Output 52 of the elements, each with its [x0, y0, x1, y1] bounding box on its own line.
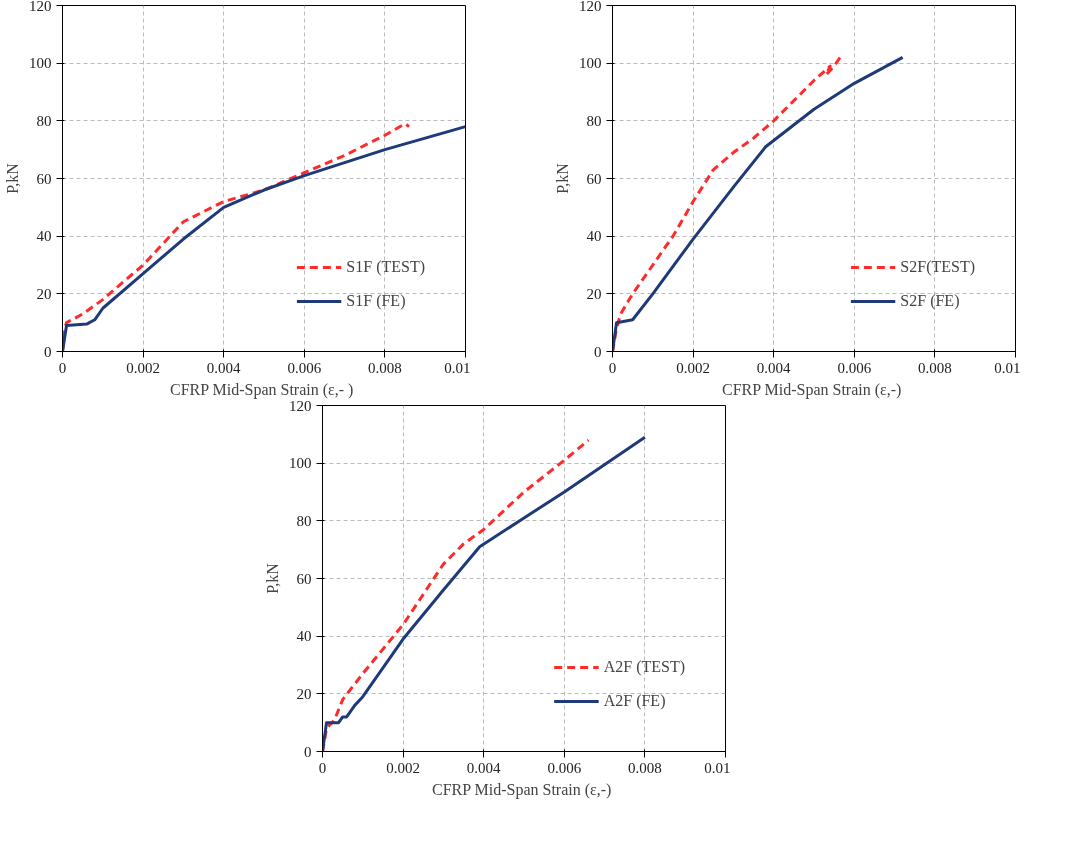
y-tick-label: 80	[296, 512, 312, 529]
x-tick-label: 0	[58, 359, 67, 376]
x-tick-label: 0.004	[756, 359, 792, 376]
x-tick-label: 0	[318, 759, 327, 776]
x-tick-label: 0.008	[368, 359, 402, 376]
y-tick-label: 40	[296, 628, 312, 645]
y-tick-label: 40	[586, 228, 602, 245]
y-axis-title: P,kN	[264, 562, 281, 594]
x-tick-label: 0	[608, 359, 617, 376]
y-tick-label: 120	[289, 397, 312, 414]
y-tick-label: 80	[36, 112, 52, 129]
y-axis-title: P,kN	[554, 162, 571, 194]
x-tick-label: 0.006	[547, 759, 582, 776]
x-tick-label: 0.01	[994, 359, 1021, 376]
x-axis-title: CFRP Mid-Span Strain (ε,-)	[721, 380, 902, 399]
x-tick-label: 0.002	[386, 759, 420, 776]
legend-label: S1F (TEST)	[346, 258, 425, 276]
legend-label: A2F (FE)	[603, 692, 666, 710]
y-tick-label: 120	[579, 0, 602, 14]
legend-label: S2F(TEST)	[900, 258, 975, 276]
x-tick-label: 0.01	[704, 759, 731, 776]
x-tick-label: 0.006	[287, 359, 322, 376]
legend-label: A2F (TEST)	[603, 658, 685, 676]
x-tick-label: 0.008	[628, 759, 662, 776]
x-tick-label: 0.004	[466, 759, 502, 776]
y-tick-label: 100	[579, 55, 602, 72]
x-tick-label: 0.01	[444, 359, 471, 376]
y-tick-label: 0	[304, 743, 312, 760]
x-tick-label: 0.006	[837, 359, 872, 376]
y-tick-label: 100	[29, 55, 52, 72]
y-tick-label: 20	[36, 285, 52, 302]
x-tick-label: 0.002	[676, 359, 710, 376]
y-tick-label: 0	[44, 343, 52, 360]
x-tick-label: 0.004	[206, 359, 242, 376]
y-tick-label: 0	[594, 343, 602, 360]
y-tick-label: 20	[586, 285, 602, 302]
y-tick-label: 20	[296, 685, 312, 702]
y-tick-label: 100	[289, 455, 312, 472]
y-tick-label: 80	[586, 112, 602, 129]
x-axis-title: CFRP Mid-Span Strain (ε,-)	[431, 780, 612, 799]
x-tick-label: 0.008	[918, 359, 952, 376]
legend-label: S2F (FE)	[900, 292, 960, 310]
y-tick-label: 40	[36, 228, 52, 245]
x-tick-label: 0.002	[126, 359, 160, 376]
y-tick-label: 60	[296, 570, 312, 587]
x-axis-title: CFRP Mid-Span Strain (ε,- )	[169, 380, 354, 399]
y-axis-title: P,kN	[4, 162, 21, 194]
legend-label: S1F (FE)	[346, 292, 406, 310]
y-tick-label: 60	[36, 170, 52, 187]
y-tick-label: 60	[586, 170, 602, 187]
line-series	[322, 438, 590, 752]
y-tick-label: 120	[29, 0, 52, 14]
